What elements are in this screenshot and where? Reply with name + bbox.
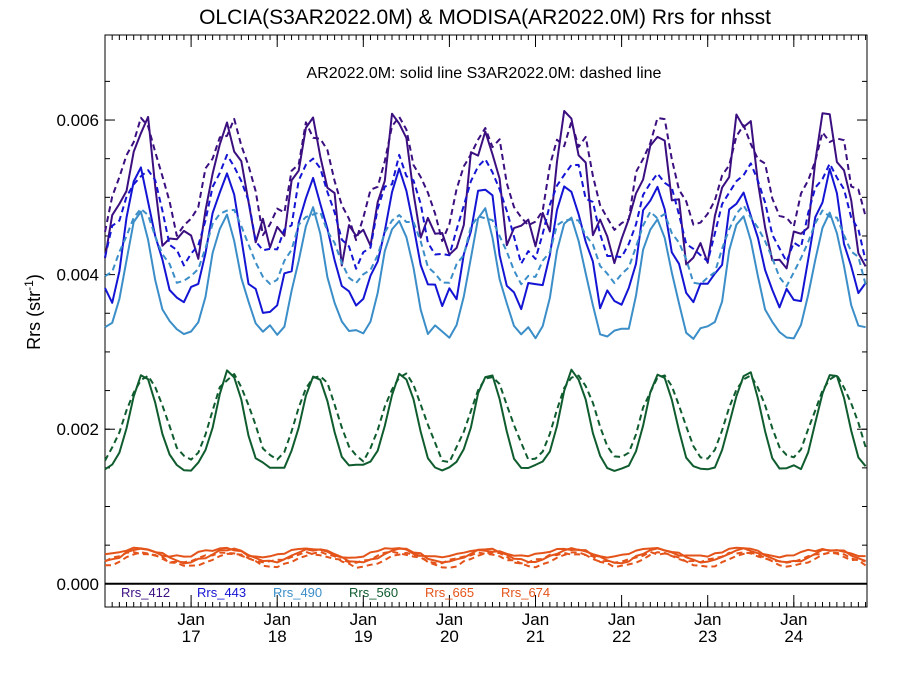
x-tick-month: Jan <box>177 610 204 629</box>
y-tick-label: 0.004 <box>56 266 99 285</box>
series-rrs-412-solid <box>104 110 867 270</box>
series-rrs-674-dashed <box>104 550 866 565</box>
x-tick-month: Jan <box>350 610 377 629</box>
y-axis-title: Rrs (str-1) <box>22 274 44 350</box>
y-tick-label: 0.000 <box>56 575 99 594</box>
x-tick-month: Jan <box>780 610 807 629</box>
y-tick-labels: 0.000 0.002 0.004 0.006 <box>56 111 99 594</box>
x-tick-year: 24 <box>784 627 803 646</box>
x-tick-month: Jan <box>263 610 290 629</box>
legend-item: Rrs_490 <box>273 585 322 600</box>
x-tick-year: 20 <box>440 627 459 646</box>
x-tick-month: Jan <box>608 610 635 629</box>
series-rrs-674-solid <box>104 546 866 559</box>
x-tick-year: 18 <box>268 627 287 646</box>
x-tick-year: 23 <box>698 627 717 646</box>
axis-ticks <box>104 35 867 607</box>
x-tick-month: Jan <box>436 610 463 629</box>
series-rrs-443-dashed <box>104 153 867 270</box>
series-rrs-490-solid <box>104 206 866 340</box>
x-tick-year: 21 <box>526 627 545 646</box>
x-tick-year: 22 <box>612 627 631 646</box>
legend-item: Rrs_665 <box>425 585 474 600</box>
legend-item: Rrs_560 <box>349 585 398 600</box>
series-rrs-443-solid <box>104 166 867 314</box>
x-tick-month: Jan <box>522 610 549 629</box>
legend-item: Rrs_412 <box>121 585 170 600</box>
y-tick-label: 0.006 <box>56 111 99 130</box>
chart-title: OLCIA(S3AR2022.0M) & MODISA(AR2022.0M) R… <box>199 6 771 29</box>
line-style-note: AR2022.0M: solid line S3AR2022.0M: dashe… <box>307 65 662 82</box>
legend-item: Rrs_443 <box>197 585 246 600</box>
series-rrs-560-solid <box>104 368 867 472</box>
legend: Rrs_412 Rrs_443 Rrs_490 Rrs_560 Rrs_665 Rrs_6… <box>121 585 550 600</box>
plot-frame <box>104 34 868 608</box>
series-rrs-560-dashed <box>104 372 867 464</box>
legend-item: Rrs_674 <box>501 585 550 600</box>
series-rrs-412-dashed <box>104 115 867 242</box>
x-tick-year: 19 <box>354 627 373 646</box>
svg-text:Rrs (str-1): Rrs (str-1) <box>22 274 44 350</box>
series-rrs-490-dashed <box>104 204 867 288</box>
y-tick-label: 0.002 <box>56 420 99 439</box>
x-tick-year: 17 <box>182 627 201 646</box>
series-lines <box>104 110 867 569</box>
x-tick-month: Jan <box>694 610 721 629</box>
